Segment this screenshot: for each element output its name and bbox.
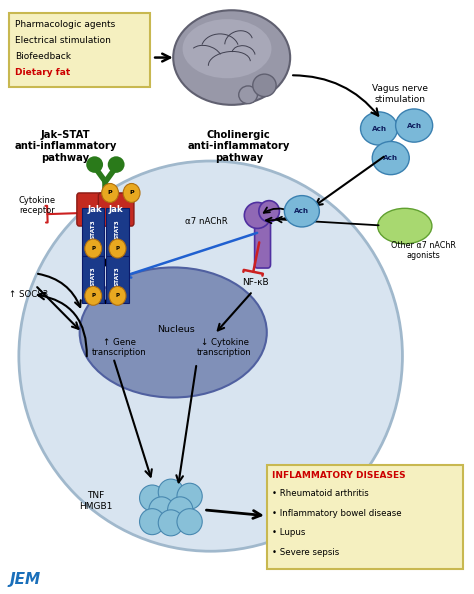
Text: Ach: Ach [383,155,398,161]
Ellipse shape [139,485,165,511]
Ellipse shape [101,184,118,203]
Ellipse shape [372,141,409,175]
Text: Other α7 nAChR
agonists: Other α7 nAChR agonists [391,241,456,260]
Ellipse shape [182,19,272,78]
FancyBboxPatch shape [106,255,129,303]
Text: ↑ Gene
transcription: ↑ Gene transcription [92,337,147,357]
Ellipse shape [173,10,290,105]
Ellipse shape [158,479,183,505]
Text: ↑ SOCS3: ↑ SOCS3 [9,289,49,299]
Ellipse shape [253,74,276,97]
FancyBboxPatch shape [77,193,112,226]
Text: • Inflammatory bowel disease: • Inflammatory bowel disease [273,508,402,517]
Ellipse shape [244,203,271,229]
FancyBboxPatch shape [99,193,134,226]
Text: ↓ Cytokine
transcription: ↓ Cytokine transcription [197,337,252,357]
Text: Electrical stimulation: Electrical stimulation [15,36,111,45]
Text: Ach: Ach [372,125,387,131]
FancyBboxPatch shape [82,255,104,303]
Text: Jak: Jak [109,205,124,214]
Text: STAT3: STAT3 [91,219,96,239]
Text: INFLAMMATORY DISEASES: INFLAMMATORY DISEASES [273,472,406,481]
Ellipse shape [284,195,319,227]
Ellipse shape [109,286,126,305]
FancyBboxPatch shape [106,208,129,255]
Text: STAT3: STAT3 [91,267,96,286]
Text: Pharmacologic agents: Pharmacologic agents [15,20,115,29]
Text: P: P [116,246,119,251]
Text: P: P [129,191,134,195]
Text: • Rheumatoid arthritis: • Rheumatoid arthritis [273,489,369,498]
Ellipse shape [80,267,267,397]
Ellipse shape [108,156,125,173]
Text: P: P [91,246,95,251]
Ellipse shape [158,510,183,536]
FancyBboxPatch shape [255,217,271,268]
Text: Biofeedback: Biofeedback [15,52,71,61]
Text: NF-κB: NF-κB [242,278,268,287]
Text: Dietary fat: Dietary fat [15,68,70,77]
Text: JEM: JEM [9,571,41,587]
Text: Jak: Jak [87,205,102,214]
Ellipse shape [139,508,165,535]
Ellipse shape [168,497,193,523]
Text: α7 nAChR: α7 nAChR [185,217,228,226]
Ellipse shape [259,201,279,222]
Ellipse shape [396,109,433,142]
Ellipse shape [239,86,257,104]
Text: P: P [91,293,95,298]
Ellipse shape [19,161,402,551]
FancyBboxPatch shape [267,466,463,569]
Text: STAT3: STAT3 [115,267,120,286]
Text: • Lupus: • Lupus [273,528,306,537]
Ellipse shape [109,239,126,258]
Text: Vagus nerve
stimulation: Vagus nerve stimulation [372,84,428,103]
Ellipse shape [177,508,202,535]
Text: P: P [116,293,119,298]
Ellipse shape [149,497,174,523]
Ellipse shape [85,286,101,305]
Text: Cytokine
receptor: Cytokine receptor [19,195,56,215]
Text: TNF
HMGB1: TNF HMGB1 [79,491,113,511]
Text: Ach: Ach [294,208,310,214]
Text: Jak–STAT
anti-inflammatory
pathway: Jak–STAT anti-inflammatory pathway [14,129,117,163]
Ellipse shape [123,184,140,203]
Ellipse shape [86,156,103,173]
Ellipse shape [378,208,432,244]
Ellipse shape [85,239,101,258]
Text: Cholinergic
anti-inflammatory
pathway: Cholinergic anti-inflammatory pathway [188,129,290,163]
Text: STAT3: STAT3 [115,219,120,239]
Text: Ach: Ach [407,122,422,128]
FancyBboxPatch shape [9,13,150,87]
Ellipse shape [177,484,202,509]
Text: Nucleus: Nucleus [157,325,194,334]
Text: P: P [108,191,112,195]
Ellipse shape [361,112,398,145]
Text: • Severe sepsis: • Severe sepsis [273,548,340,557]
FancyBboxPatch shape [82,208,104,255]
